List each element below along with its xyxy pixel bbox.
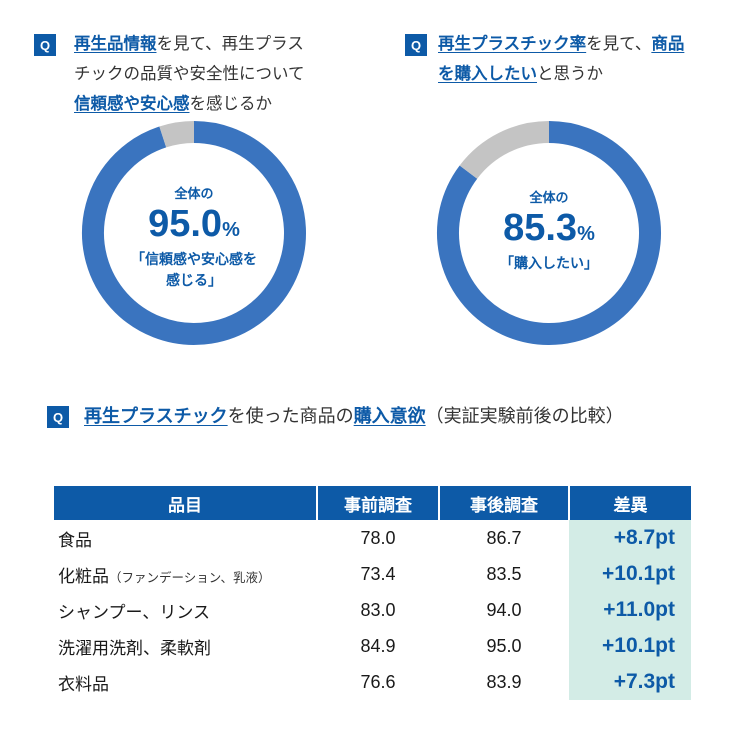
item-cell: 化粧品（ファンデーション、乳液） bbox=[54, 556, 317, 592]
item-name: 衣料品 bbox=[58, 674, 109, 695]
item-name: 食品 bbox=[58, 530, 92, 551]
item-name: 洗濯用洗剤、柔軟剤 bbox=[58, 638, 211, 659]
purchase-intent-table: 品目 事前調査 事後調査 差異 食品 78.0 86.7 +8.7pt 化粧品（ファンデーショ… bbox=[54, 486, 691, 700]
before-value: 78.0 bbox=[360, 527, 396, 548]
before-value: 76.6 bbox=[360, 671, 396, 692]
q1-line3: 信頼感や安心感を感じるか bbox=[74, 89, 305, 119]
question-text: を感じるか bbox=[189, 94, 273, 113]
after-value: 83.9 bbox=[486, 671, 522, 692]
question-1-text: 再生品情報を見て、再生プラス チックの品質や安全性について 信頼感や安心感を感じ… bbox=[74, 29, 305, 119]
column-header: 事後調査 bbox=[439, 486, 570, 520]
donut-2-note: 「購入したい」 bbox=[500, 256, 598, 272]
question-emphasis: を購入したい bbox=[438, 64, 537, 83]
donut-chart-1 bbox=[82, 121, 306, 345]
before-value: 84.9 bbox=[360, 635, 396, 656]
donut-1-value: 95.0% bbox=[148, 203, 240, 245]
after-value: 86.7 bbox=[486, 527, 522, 548]
column-header: 品目 bbox=[54, 486, 318, 520]
q2-line2: を購入したいと思うか bbox=[438, 59, 684, 89]
item-note: （ファンデーション、乳液） bbox=[109, 569, 271, 585]
table-row: 食品 78.0 86.7 +8.7pt bbox=[54, 520, 691, 556]
question-text: （実証実験前後の比較） bbox=[425, 406, 624, 427]
diff-value: +10.1pt bbox=[569, 556, 691, 592]
question-2-text: 再生プラスチック率を見て、商品 を購入したいと思うか bbox=[438, 29, 684, 89]
before-value: 83.0 bbox=[360, 599, 396, 620]
donut-2-caption: 全体の bbox=[529, 191, 569, 206]
q2-line1: 再生プラスチック率を見て、商品 bbox=[438, 29, 684, 59]
donut-slice-primary bbox=[82, 121, 306, 345]
table-row: 洗濯用洗剤、柔軟剤 84.9 95.0 +10.1pt bbox=[54, 628, 691, 664]
question-text: を使った商品の bbox=[227, 406, 354, 427]
item-name: シャンプー、リンス bbox=[58, 602, 210, 623]
question-emphasis: 再生プラスチック率 bbox=[438, 34, 587, 53]
diff-value: +8.7pt bbox=[569, 520, 691, 556]
item-cell: 洗濯用洗剤、柔軟剤 bbox=[54, 628, 317, 664]
question-badge: Q bbox=[405, 34, 427, 56]
donut-slice-rest bbox=[159, 121, 195, 148]
item-cell: 衣料品 bbox=[54, 664, 317, 700]
donut-slice-primary bbox=[437, 121, 661, 345]
question-text: を見て、再生プラス bbox=[156, 34, 304, 53]
question-text: と思うか bbox=[537, 64, 603, 83]
diff-value: +7.3pt bbox=[569, 664, 691, 700]
donut-2-center-label: 全体の 85.3% 「購入したい」 bbox=[449, 190, 649, 275]
question-emphasis: 再生品情報 bbox=[74, 34, 157, 53]
donut-chart-2 bbox=[437, 121, 661, 345]
before-value: 73.4 bbox=[360, 563, 396, 584]
column-header: 事前調査 bbox=[317, 486, 440, 520]
question-emphasis: 再生プラスチック bbox=[84, 406, 228, 427]
q1-line1: 再生品情報を見て、再生プラス bbox=[74, 29, 305, 59]
diff-value: +11.0pt bbox=[569, 592, 691, 628]
q1-line2: チックの品質や安全性について bbox=[74, 59, 305, 89]
donut-1-note-line2: 感じる」 bbox=[166, 273, 222, 289]
question-badge: Q bbox=[34, 34, 56, 56]
question-emphasis: 商品 bbox=[651, 34, 685, 53]
after-value: 83.5 bbox=[486, 563, 522, 584]
donut-1-note-line1: 「信頼感や安心感を bbox=[131, 252, 257, 268]
item-cell: 食品 bbox=[54, 520, 317, 556]
question-badge: Q bbox=[47, 406, 69, 428]
table-header-row: 品目 事前調査 事後調査 差異 bbox=[54, 486, 691, 520]
after-value: 94.0 bbox=[486, 599, 522, 620]
after-value: 95.0 bbox=[486, 635, 522, 656]
question-emphasis: 購入意欲 bbox=[353, 406, 426, 427]
question-emphasis: 信頼感や安心感 bbox=[74, 94, 190, 113]
table-row: シャンプー、リンス 83.0 94.0 +11.0pt bbox=[54, 592, 691, 628]
item-name: 化粧品 bbox=[58, 566, 109, 587]
donut-2-value: 85.3% bbox=[503, 207, 595, 249]
q3-line1: 再生プラスチックを使った商品の購入意欲（実証実験前後の比較） bbox=[84, 402, 624, 432]
donut-1-caption: 全体の bbox=[174, 187, 214, 202]
question-text: チックの品質や安全性について bbox=[74, 64, 305, 83]
item-cell: シャンプー、リンス bbox=[54, 592, 317, 628]
question-3-text: 再生プラスチックを使った商品の購入意欲（実証実験前後の比較） bbox=[84, 402, 624, 432]
column-header: 差異 bbox=[569, 486, 691, 520]
donut-slice-rest bbox=[459, 121, 550, 179]
table-row: 衣料品 76.6 83.9 +7.3pt bbox=[54, 664, 691, 700]
donut-1-center-label: 全体の 95.0% 「信頼感や安心感を 感じる」 bbox=[94, 186, 294, 292]
question-text: を見て、 bbox=[586, 34, 652, 53]
diff-value: +10.1pt bbox=[569, 628, 691, 664]
table-row: 化粧品（ファンデーション、乳液） 73.4 83.5 +10.1pt bbox=[54, 556, 691, 592]
